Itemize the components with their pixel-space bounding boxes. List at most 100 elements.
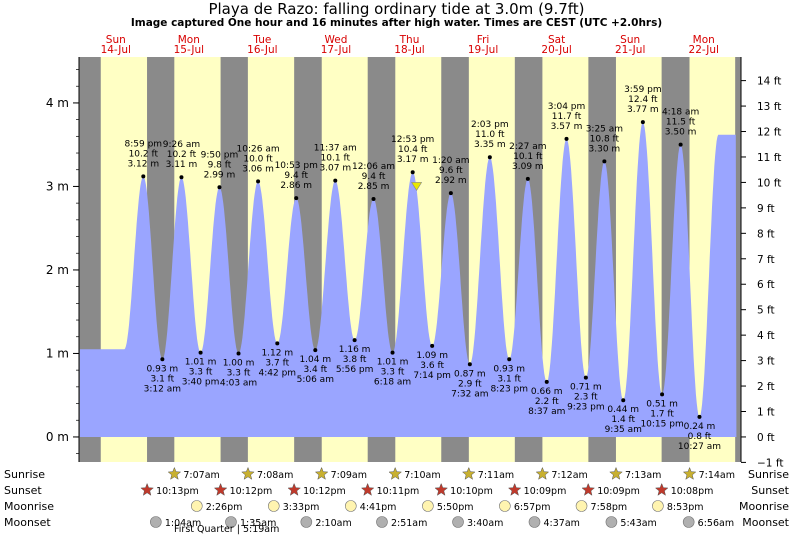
- sunset-row-label-left: Sunset: [4, 484, 42, 497]
- low-tide-point: [160, 357, 165, 362]
- high-tide-ft-label: 9.6 ft: [439, 166, 463, 176]
- low-tide-m-label: 0.87 m: [454, 369, 486, 379]
- day-name-label: Sat: [548, 34, 565, 46]
- sunrise-time-label: 7:09am: [331, 470, 367, 481]
- right-axis-tick-label: 3 ft: [757, 356, 775, 368]
- sunset-icon: [287, 482, 301, 496]
- day-name-label: Thu: [399, 34, 420, 46]
- moonrise-icon: [267, 500, 280, 512]
- moonrise-icon: [190, 500, 203, 512]
- moonset-icon: [225, 516, 237, 528]
- sunrise-icon: [388, 466, 403, 480]
- sunset-time-label: 10:13pm: [156, 486, 199, 497]
- day-name-label: Mon: [693, 34, 715, 46]
- sunset-icon: [140, 482, 154, 496]
- low-tide-point: [583, 375, 588, 380]
- moonset-icon: [452, 516, 464, 528]
- right-axis-tick-label: 7 ft: [757, 254, 775, 266]
- high-tide-time-label: 12:53 pm: [391, 135, 434, 145]
- day-date-label: 16-Jul: [247, 44, 277, 56]
- low-tide-m-label: 1.09 m: [416, 351, 448, 361]
- moonset-icon: [376, 516, 388, 528]
- high-tide-point: [602, 159, 607, 164]
- right-axis-tick-label: 0 ft: [757, 432, 775, 444]
- high-tide-time-label: 3:04 pm: [548, 102, 586, 112]
- high-tide-ft-label: 10.4 ft: [398, 145, 428, 155]
- low-tide-point: [390, 350, 395, 355]
- high-tide-point: [410, 170, 415, 175]
- right-axis-tick-label: 9 ft: [757, 203, 775, 215]
- low-tide-m-label: 1.01 m: [185, 358, 217, 368]
- day-date-label: 17-Jul: [321, 44, 351, 56]
- day-date-label: 14-Jul: [101, 44, 131, 56]
- low-tide-ft-label: 3.3 ft: [189, 368, 213, 378]
- high-tide-time-label: 3:59 pm: [624, 85, 662, 95]
- sunrise-icon: [167, 466, 182, 480]
- sunrise-icon: [314, 466, 329, 480]
- high-tide-point: [333, 178, 338, 183]
- right-axis-tick-label: 12 ft: [757, 127, 781, 139]
- low-tide-ft-label: 0.8 ft: [688, 432, 712, 442]
- sunrise-row-label-right: Sunrise: [748, 468, 789, 481]
- low-tide-ft-label: 2.2 ft: [535, 397, 559, 407]
- high-tide-m-label: 3.77 m: [627, 105, 659, 115]
- high-tide-time-label: 8:59 pm: [125, 139, 163, 149]
- sunset-icon: [581, 482, 596, 496]
- low-tide-time-label: 5:56 pm: [336, 365, 374, 375]
- moonset-icon: [682, 516, 695, 528]
- high-tide-ft-label: 10.2 ft: [129, 149, 159, 159]
- chart-subtitle: Image captured One hour and 16 minutes a…: [130, 17, 663, 29]
- high-tide-ft-label: 12.4 ft: [628, 95, 658, 105]
- moonrise-row-label-right: Moonrise: [739, 500, 789, 513]
- left-axis-tick-label: 2 m: [46, 263, 69, 277]
- sunrise-icon: [461, 466, 476, 480]
- high-tide-ft-label: 11.5 ft: [666, 118, 696, 128]
- high-tide-time-label: 4:18 am: [662, 108, 699, 118]
- sunset-icon: [507, 482, 522, 496]
- sunrise-time-label: 7:11am: [478, 470, 514, 481]
- low-tide-m-label: 0.66 m: [531, 387, 563, 397]
- high-tide-m-label: 3.50 m: [665, 128, 697, 138]
- moonrise-time-label: 5:50pm: [437, 502, 474, 513]
- moonset-icon: [150, 516, 162, 528]
- high-tide-point: [678, 142, 683, 147]
- low-tide-m-label: 0.44 m: [607, 405, 639, 415]
- low-tide-m-label: 1.16 m: [339, 345, 371, 355]
- moonset-time-label: 1:04am: [165, 518, 201, 529]
- high-tide-point: [141, 174, 146, 179]
- high-tide-point: [448, 191, 453, 196]
- moonset-row-label-right: Moonset: [742, 516, 789, 529]
- day-name-label: Tue: [252, 34, 271, 46]
- high-tide-ft-label: 10.1 ft: [513, 152, 543, 162]
- left-axis-tick-label: 0 m: [46, 430, 69, 444]
- high-tide-m-label: 2.92 m: [435, 176, 467, 186]
- low-tide-m-label: 0.51 m: [646, 399, 678, 409]
- low-tide-ft-label: 3.6 ft: [420, 361, 444, 371]
- day-date-label: 20-Jul: [541, 44, 571, 56]
- high-tide-m-label: 2.86 m: [280, 181, 312, 191]
- low-tide-point: [198, 350, 203, 355]
- day-date-label: 15-Jul: [174, 44, 204, 56]
- low-tide-point: [697, 414, 702, 419]
- low-tide-point: [236, 351, 241, 356]
- moonrise-time-label: 6:57pm: [514, 502, 551, 513]
- right-axis-tick-label: 2 ft: [757, 381, 775, 393]
- low-tide-m-label: 0.93 m: [493, 364, 525, 374]
- moonset-time-label: 2:10am: [315, 518, 351, 529]
- low-tide-point: [313, 348, 318, 353]
- high-tide-time-label: 9:26 am: [163, 140, 200, 150]
- high-tide-point: [217, 185, 222, 190]
- low-tide-m-label: 1.00 m: [223, 358, 255, 368]
- sunset-icon: [213, 482, 228, 496]
- moonrise-time-label: 2:26pm: [206, 502, 243, 513]
- moonset-time-label: 4:37am: [543, 518, 579, 529]
- low-tide-ft-label: 3.3 ft: [381, 368, 405, 378]
- high-tide-ft-label: 9.4 ft: [284, 171, 308, 181]
- sunrise-time-label: 7:13am: [625, 470, 661, 481]
- low-tide-point: [621, 398, 626, 403]
- day-name-label: Wed: [324, 34, 347, 46]
- low-tide-time-label: 3:12 am: [144, 384, 181, 394]
- high-tide-point: [256, 179, 261, 184]
- high-tide-point: [294, 196, 299, 201]
- chart-title: Playa de Razo: falling ordinary tide at …: [208, 0, 585, 18]
